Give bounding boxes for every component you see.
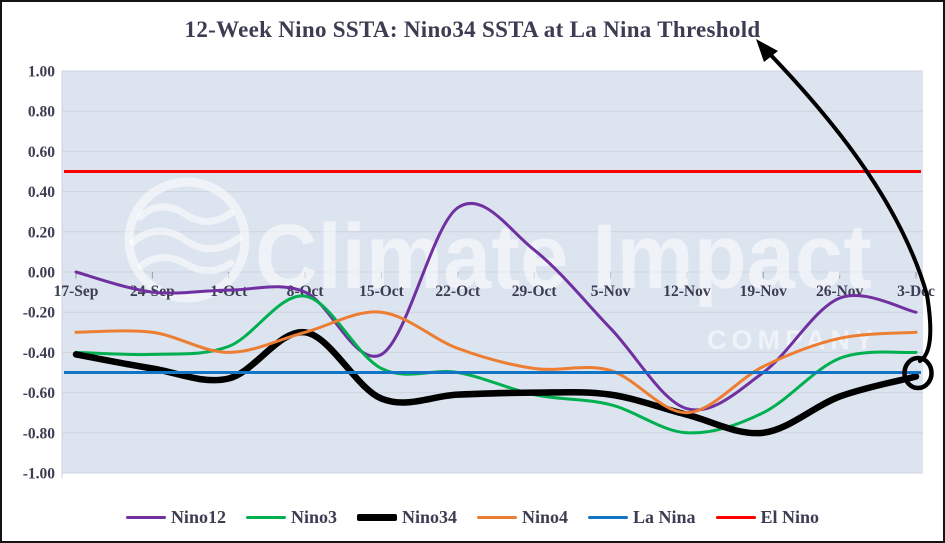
series-line-nino3 (74, 294, 918, 435)
watermark-logo-wave (129, 227, 243, 253)
legend-item-nino34: Nino34 (356, 507, 457, 528)
watermark-logo-ring (124, 177, 250, 303)
watermark-text: Climate Impact (255, 206, 872, 308)
series-line-nino12 (74, 201, 918, 412)
series-line-nino4 (74, 310, 918, 415)
y-tick-label: 0.40 (28, 184, 55, 201)
y-tick-label: -0.60 (23, 385, 56, 402)
series-lines (64, 170, 921, 437)
legend-label-la-nina: La Nina (633, 507, 696, 527)
legend-swatch-nino34 (356, 514, 397, 521)
legend-label-el-nino: El Nino (760, 507, 820, 527)
y-tick-label: -1.00 (23, 466, 56, 483)
y-tick-label: -0.80 (23, 425, 56, 442)
legend-swatch-nino12 (125, 515, 166, 520)
x-tick-label: 29-Oct (512, 283, 558, 300)
x-tick-label: 22-Oct (435, 283, 481, 300)
legend-item-el-nino: El Nino (715, 507, 820, 528)
legend-label-nino12: Nino12 (170, 507, 226, 527)
legend-swatch-la-nina (588, 515, 628, 520)
legend-item-nino3: Nino3 (245, 507, 337, 528)
legend-swatch-el-nino (715, 515, 756, 520)
x-tick-label: 5-Nov (591, 283, 631, 300)
legend: Nino12 Nino3 Nino34 Nino4 La Nina El Nin… (2, 507, 943, 528)
series-line-nino34 (72, 329, 920, 437)
annotation-arrow-line (762, 46, 933, 363)
x-tick-label: 15-Oct (359, 283, 405, 300)
annotation-circle (902, 355, 934, 391)
legend-item-nino4: Nino4 (476, 507, 568, 528)
legend-swatch-nino3 (245, 515, 286, 520)
legend-item-la-nina: La Nina (588, 507, 696, 528)
x-tick-label: 17-Sep (54, 283, 99, 300)
chart-title: 12-Week Nino SSTA: Nino34 SSTA at La Nin… (184, 17, 761, 42)
y-tick-label: -0.40 (23, 345, 56, 362)
legend-item-nino12: Nino12 (125, 507, 226, 528)
watermark: Climate Impact COMPANY (124, 177, 878, 355)
legend-label-nino34: Nino34 (401, 507, 457, 527)
annotation-callout (756, 39, 934, 391)
y-tick-label: 1.00 (28, 64, 55, 81)
y-tick-label: 0.00 (28, 265, 55, 282)
x-tick-label: 19-Nov (740, 283, 788, 300)
legend-label-nino3: Nino3 (290, 507, 337, 527)
y-tick-label: 0.60 (28, 144, 55, 161)
watermark-logo-wave (137, 254, 235, 275)
y-tick-label: 0.80 (28, 104, 55, 121)
x-tick-label: 12-Nov (663, 283, 711, 300)
y-tick-label: -0.20 (23, 305, 56, 322)
annotation-arrowhead (756, 39, 778, 62)
legend-label-nino4: Nino4 (521, 507, 568, 527)
legend-swatch-nino4 (476, 515, 517, 520)
y-axis-labels: 1.00 0.80 0.60 0.40 0.20 0.00 -0.20 -0.40 -0.60 -… (23, 64, 56, 483)
watermark-subtext: COMPANY (707, 325, 878, 355)
watermark-logo-wave (136, 203, 235, 225)
y-tick-label: 0.20 (28, 224, 55, 241)
